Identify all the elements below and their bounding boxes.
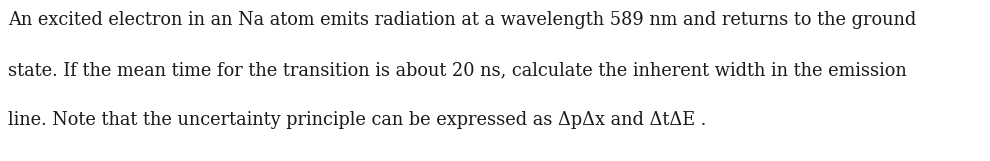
Text: line. Note that the uncertainty principle can be expressed as ΔpΔx and ΔtΔE .: line. Note that the uncertainty principl… [8, 111, 706, 129]
Text: state. If the mean time for the transition is about 20 ns, calculate the inheren: state. If the mean time for the transiti… [8, 61, 907, 79]
Text: An excited electron in an Na atom emits radiation at a wavelength 589 nm and ret: An excited electron in an Na atom emits … [8, 11, 916, 29]
